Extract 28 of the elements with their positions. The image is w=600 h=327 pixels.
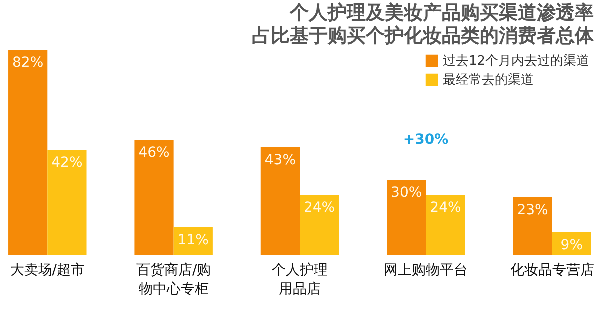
x-tick-label: 化妆品专营店 xyxy=(510,262,594,278)
bar xyxy=(260,148,300,255)
data-label: 9% xyxy=(560,238,584,254)
bar xyxy=(134,140,174,255)
legend-label: 过去12个月内去过的渠道 xyxy=(443,54,590,69)
data-label: 23% xyxy=(517,202,548,218)
data-label: 46% xyxy=(138,145,170,161)
bar xyxy=(387,180,426,255)
data-label: 30% xyxy=(391,185,422,201)
data-label: 82% xyxy=(12,55,44,71)
chart-title: 个人护理及美妆产品购买渠道渗透率 xyxy=(289,2,594,24)
x-tick-label: 百货商店/购物中心专柜 xyxy=(136,262,212,298)
annotation: +30% xyxy=(403,132,449,148)
data-label: 24% xyxy=(430,200,462,216)
bar xyxy=(426,195,466,255)
bar xyxy=(513,198,552,255)
data-label: 11% xyxy=(178,232,209,248)
data-label: 42% xyxy=(52,155,83,171)
bar xyxy=(8,50,48,255)
legend-label: 最经常去的渠道 xyxy=(443,73,534,88)
chart-subtitle: 占比基于购买个护化妆品类的消费者总体 xyxy=(252,25,595,47)
data-label: 43% xyxy=(264,152,296,168)
x-tick-label: 个人护理用品店 xyxy=(272,262,328,298)
x-tick-label: 大卖场/超市 xyxy=(10,262,85,278)
data-label: 24% xyxy=(304,200,336,216)
bar xyxy=(300,195,340,255)
bar xyxy=(48,150,87,255)
x-tick-label: 网上购物平台 xyxy=(384,262,468,278)
